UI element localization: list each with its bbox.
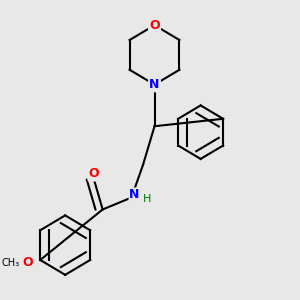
Text: H: H bbox=[143, 194, 152, 204]
Text: O: O bbox=[89, 167, 99, 180]
Text: O: O bbox=[149, 19, 160, 32]
Text: CH₃: CH₃ bbox=[2, 258, 20, 268]
Text: N: N bbox=[149, 78, 160, 91]
Text: N: N bbox=[129, 188, 140, 201]
Text: O: O bbox=[22, 256, 33, 269]
